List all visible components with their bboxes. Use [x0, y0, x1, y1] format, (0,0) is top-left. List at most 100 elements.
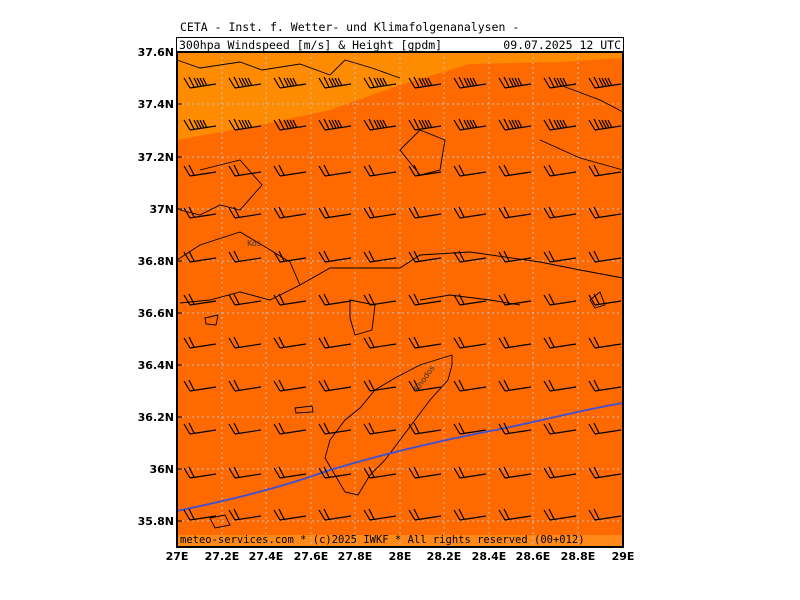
lat-tick-label: 36.6N [138, 307, 174, 320]
wind-barb [273, 250, 307, 263]
wind-barb [543, 293, 577, 306]
wind-barb [363, 508, 397, 521]
wind-barb [273, 118, 307, 131]
lat-tick-label: 36.2N [138, 411, 174, 424]
wind-barb [318, 379, 352, 392]
wind-barb [363, 466, 397, 479]
wind-barb [183, 336, 217, 349]
wind-barb [273, 206, 307, 219]
map-subtitle-box: 300hpa Windspeed [m/s] & Height [gpdm] 0… [176, 37, 624, 53]
wind-barb [273, 76, 307, 89]
wind-barb [543, 206, 577, 219]
wind-barb [318, 508, 352, 521]
wind-barb [408, 466, 442, 479]
lat-tick-label: 37.6N [138, 46, 174, 59]
wind-barb [273, 293, 307, 306]
wind-barb [273, 336, 307, 349]
wind-barb [408, 422, 442, 435]
wind-barb [408, 76, 442, 89]
wind-barb [273, 164, 307, 177]
map-datetime: 09.07.2025 12 UTC [503, 38, 621, 52]
wind-barb [273, 508, 307, 521]
wind-barb [543, 508, 577, 521]
wind-barb [543, 422, 577, 435]
wind-barb [453, 466, 487, 479]
map-title: CETA - Inst. f. Wetter- und Klimafolgena… [180, 20, 520, 34]
wind-barb [453, 293, 487, 306]
wind-barb [183, 466, 217, 479]
wind-barb [363, 118, 397, 131]
wind-barb [453, 379, 487, 392]
wind-zone-lower [177, 52, 623, 140]
lat-tick-label: 37.4N [138, 98, 174, 111]
wind-barb [408, 118, 442, 131]
wind-barb [183, 118, 217, 131]
lat-tick-label: 36.8N [138, 255, 174, 268]
wind-barb [408, 206, 442, 219]
wind-barb [588, 508, 622, 521]
wind-barb [408, 336, 442, 349]
wind-barb [498, 336, 532, 349]
lon-tick-label: 28.6E [516, 550, 551, 563]
wind-barb [543, 164, 577, 177]
wind-barb [408, 508, 442, 521]
wind-barb [498, 118, 532, 131]
lon-tick-label: 28.2E [427, 550, 462, 563]
lat-tick-label: 37.2N [138, 151, 174, 164]
wind-barb [588, 250, 622, 263]
lon-tick-label: 27.4E [249, 550, 284, 563]
wind-barb [228, 118, 262, 131]
lat-tick-label: 36.4N [138, 359, 174, 372]
wind-barb [183, 76, 217, 89]
wind-barb [543, 379, 577, 392]
wind-barb [183, 508, 217, 521]
wind-barb [363, 76, 397, 89]
wind-barb [228, 206, 262, 219]
wind-barb [318, 422, 352, 435]
wind-barb [408, 379, 442, 392]
wind-barb [498, 76, 532, 89]
wind-barb [363, 336, 397, 349]
wind-barb [588, 206, 622, 219]
wind-barb [363, 250, 397, 263]
wind-barbs [183, 76, 622, 521]
footer-band [177, 535, 623, 547]
wind-barb [543, 466, 577, 479]
copyright-footer: meteo-services.com * (c)2025 IWKF * All … [180, 534, 585, 546]
lon-tick-label: 28E [389, 550, 412, 563]
height-contour [176, 402, 624, 512]
wind-barb [453, 250, 487, 263]
wind-barb [318, 336, 352, 349]
wind-barb [408, 164, 442, 177]
wind-barb [273, 466, 307, 479]
wind-barb [543, 118, 577, 131]
wind-barb [453, 206, 487, 219]
lat-tick-label: 36N [149, 463, 174, 476]
wind-barb [498, 250, 532, 263]
wind-barb [228, 336, 262, 349]
wind-barb [498, 422, 532, 435]
wind-barb [183, 422, 217, 435]
lon-tick-label: 27E [166, 550, 189, 563]
wind-barb [408, 250, 442, 263]
wind-barb [183, 164, 217, 177]
wind-barb [498, 508, 532, 521]
wind-barb [228, 379, 262, 392]
wind-barb [228, 76, 262, 89]
lon-tick-label: 28.4E [472, 550, 507, 563]
lon-tick-label: 29E [612, 550, 635, 563]
wind-barb [228, 466, 262, 479]
wind-barb [543, 76, 577, 89]
latitude-axis: 37.6N 37.4N 37.2N 37N 36.8N 36.6N 36.4N 36.2N 36… [138, 46, 182, 528]
lon-tick-label: 27.6E [294, 550, 329, 563]
wind-barb [453, 336, 487, 349]
wind-barb [318, 250, 352, 263]
wind-barb [183, 250, 217, 263]
wind-barb [363, 422, 397, 435]
wind-barb [318, 466, 352, 479]
wind-barb [588, 466, 622, 479]
lat-tick-label: 37N [149, 203, 174, 216]
wind-barb [453, 508, 487, 521]
wind-barb [228, 250, 262, 263]
